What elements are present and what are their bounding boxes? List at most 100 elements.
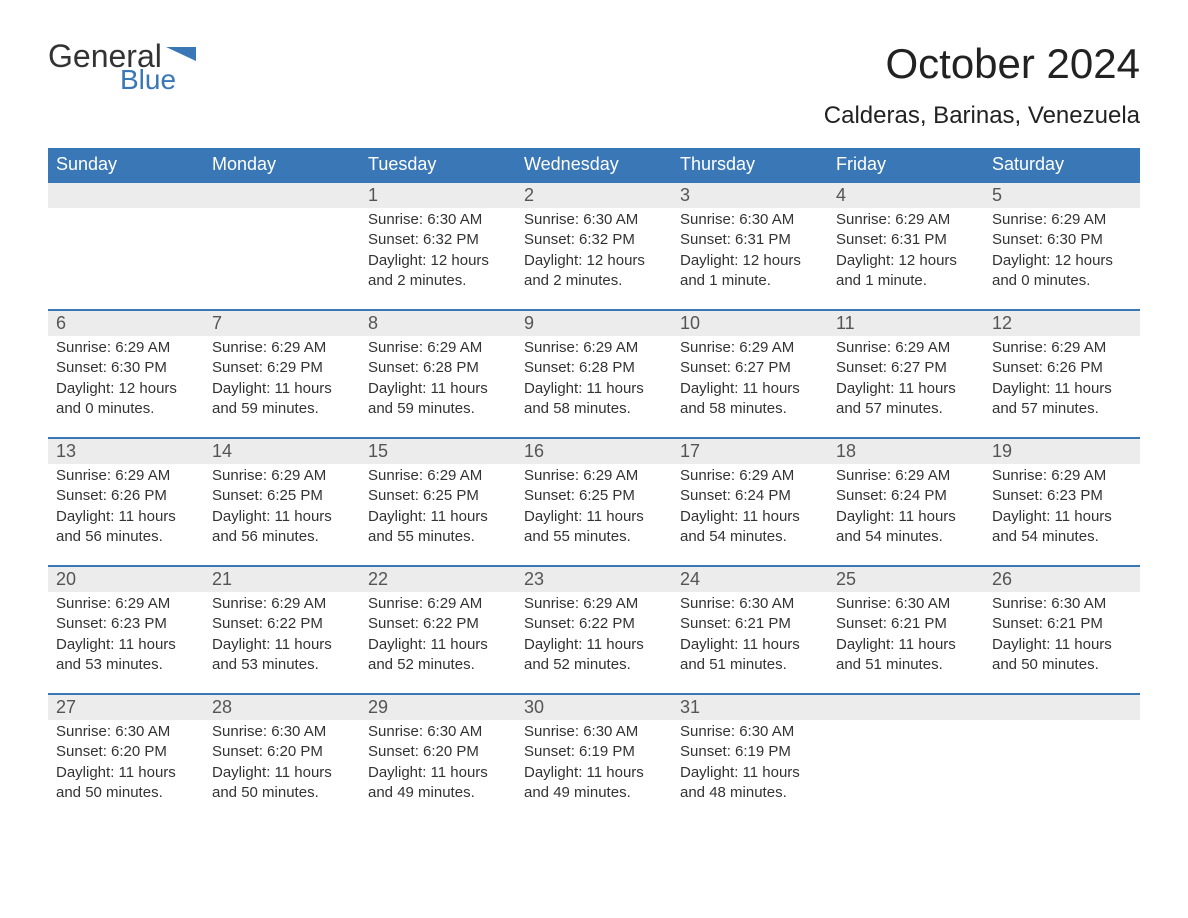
calendar-cell: 27Sunrise: 6:30 AMSunset: 6:20 PMDayligh…: [48, 694, 204, 822]
sunrise-text: Sunrise: 6:30 AM: [212, 722, 352, 742]
sunrise-text: Sunrise: 6:29 AM: [56, 338, 196, 358]
sunrise-text: Sunrise: 6:29 AM: [212, 338, 352, 358]
sunset-text: Sunset: 6:31 PM: [680, 230, 820, 250]
brand-word2: Blue: [120, 66, 196, 94]
day-content: Sunrise: 6:30 AMSunset: 6:32 PMDaylight:…: [516, 208, 672, 299]
day-number: 29: [360, 695, 516, 720]
sunrise-text: Sunrise: 6:30 AM: [56, 722, 196, 742]
calendar-cell: 22Sunrise: 6:29 AMSunset: 6:22 PMDayligh…: [360, 566, 516, 694]
daylight-text: Daylight: 11 hours and 55 minutes.: [368, 507, 508, 548]
day-content: Sunrise: 6:30 AMSunset: 6:20 PMDaylight:…: [360, 720, 516, 811]
sunset-text: Sunset: 6:26 PM: [56, 486, 196, 506]
daylight-text: Daylight: 11 hours and 52 minutes.: [524, 635, 664, 676]
sunset-text: Sunset: 6:20 PM: [56, 742, 196, 762]
calendar-cell: 4Sunrise: 6:29 AMSunset: 6:31 PMDaylight…: [828, 182, 984, 310]
col-monday: Monday: [204, 148, 360, 182]
sunrise-text: Sunrise: 6:29 AM: [524, 466, 664, 486]
daylight-text: Daylight: 11 hours and 57 minutes.: [992, 379, 1132, 420]
day-number: 8: [360, 311, 516, 336]
daylight-text: Daylight: 11 hours and 51 minutes.: [836, 635, 976, 676]
sunrise-text: Sunrise: 6:29 AM: [524, 338, 664, 358]
sunrise-text: Sunrise: 6:29 AM: [836, 466, 976, 486]
calendar-cell: 19Sunrise: 6:29 AMSunset: 6:23 PMDayligh…: [984, 438, 1140, 566]
daylight-text: Daylight: 11 hours and 56 minutes.: [212, 507, 352, 548]
sunrise-text: Sunrise: 6:29 AM: [212, 594, 352, 614]
day-content: Sunrise: 6:29 AMSunset: 6:26 PMDaylight:…: [984, 336, 1140, 427]
day-content: Sunrise: 6:29 AMSunset: 6:25 PMDaylight:…: [204, 464, 360, 555]
daylight-text: Daylight: 11 hours and 59 minutes.: [368, 379, 508, 420]
day-content: Sunrise: 6:30 AMSunset: 6:32 PMDaylight:…: [360, 208, 516, 299]
day-number: 21: [204, 567, 360, 592]
sunrise-text: Sunrise: 6:29 AM: [368, 338, 508, 358]
day-content: Sunrise: 6:29 AMSunset: 6:25 PMDaylight:…: [516, 464, 672, 555]
day-content: Sunrise: 6:29 AMSunset: 6:23 PMDaylight:…: [984, 464, 1140, 555]
sunrise-text: Sunrise: 6:30 AM: [368, 722, 508, 742]
col-sunday: Sunday: [48, 148, 204, 182]
calendar-cell: 5Sunrise: 6:29 AMSunset: 6:30 PMDaylight…: [984, 182, 1140, 310]
daylight-text: Daylight: 11 hours and 57 minutes.: [836, 379, 976, 420]
day-content: Sunrise: 6:30 AMSunset: 6:21 PMDaylight:…: [672, 592, 828, 683]
day-content: Sunrise: 6:29 AMSunset: 6:30 PMDaylight:…: [48, 336, 204, 427]
page-title: October 2024: [885, 40, 1140, 88]
day-content: Sunrise: 6:30 AMSunset: 6:21 PMDaylight:…: [828, 592, 984, 683]
daylight-text: Daylight: 11 hours and 54 minutes.: [992, 507, 1132, 548]
day-number: 19: [984, 439, 1140, 464]
daylight-text: Daylight: 11 hours and 53 minutes.: [56, 635, 196, 676]
calendar-cell: [204, 182, 360, 310]
daylight-text: Daylight: 11 hours and 56 minutes.: [56, 507, 196, 548]
calendar-cell: 18Sunrise: 6:29 AMSunset: 6:24 PMDayligh…: [828, 438, 984, 566]
sunset-text: Sunset: 6:20 PM: [368, 742, 508, 762]
day-number: 11: [828, 311, 984, 336]
day-number: 10: [672, 311, 828, 336]
day-content: [828, 720, 984, 730]
day-number: 15: [360, 439, 516, 464]
day-number: 6: [48, 311, 204, 336]
day-content: Sunrise: 6:29 AMSunset: 6:30 PMDaylight:…: [984, 208, 1140, 299]
sunset-text: Sunset: 6:19 PM: [524, 742, 664, 762]
sunrise-text: Sunrise: 6:30 AM: [680, 210, 820, 230]
daylight-text: Daylight: 12 hours and 2 minutes.: [524, 251, 664, 292]
sunrise-text: Sunrise: 6:29 AM: [56, 466, 196, 486]
day-number: 23: [516, 567, 672, 592]
day-number: 25: [828, 567, 984, 592]
col-saturday: Saturday: [984, 148, 1140, 182]
calendar-table: Sunday Monday Tuesday Wednesday Thursday…: [48, 148, 1140, 822]
calendar-week: 1Sunrise: 6:30 AMSunset: 6:32 PMDaylight…: [48, 182, 1140, 310]
calendar-cell: 17Sunrise: 6:29 AMSunset: 6:24 PMDayligh…: [672, 438, 828, 566]
calendar-week: 6Sunrise: 6:29 AMSunset: 6:30 PMDaylight…: [48, 310, 1140, 438]
daylight-text: Daylight: 12 hours and 0 minutes.: [992, 251, 1132, 292]
day-content: Sunrise: 6:30 AMSunset: 6:19 PMDaylight:…: [516, 720, 672, 811]
calendar-cell: 31Sunrise: 6:30 AMSunset: 6:19 PMDayligh…: [672, 694, 828, 822]
day-number: 5: [984, 183, 1140, 208]
col-wednesday: Wednesday: [516, 148, 672, 182]
day-number: 14: [204, 439, 360, 464]
sunset-text: Sunset: 6:25 PM: [524, 486, 664, 506]
col-friday: Friday: [828, 148, 984, 182]
calendar-cell: 21Sunrise: 6:29 AMSunset: 6:22 PMDayligh…: [204, 566, 360, 694]
day-content: [984, 720, 1140, 730]
day-content: Sunrise: 6:30 AMSunset: 6:20 PMDaylight:…: [204, 720, 360, 811]
sunset-text: Sunset: 6:22 PM: [368, 614, 508, 634]
day-number: [204, 183, 360, 208]
calendar-cell: 8Sunrise: 6:29 AMSunset: 6:28 PMDaylight…: [360, 310, 516, 438]
sunrise-text: Sunrise: 6:30 AM: [680, 594, 820, 614]
sunset-text: Sunset: 6:32 PM: [368, 230, 508, 250]
day-content: Sunrise: 6:29 AMSunset: 6:28 PMDaylight:…: [516, 336, 672, 427]
day-content: Sunrise: 6:29 AMSunset: 6:27 PMDaylight:…: [672, 336, 828, 427]
sunrise-text: Sunrise: 6:30 AM: [524, 210, 664, 230]
sunrise-text: Sunrise: 6:29 AM: [992, 338, 1132, 358]
sunset-text: Sunset: 6:22 PM: [524, 614, 664, 634]
daylight-text: Daylight: 11 hours and 49 minutes.: [368, 763, 508, 804]
day-content: Sunrise: 6:29 AMSunset: 6:22 PMDaylight:…: [516, 592, 672, 683]
sunset-text: Sunset: 6:22 PM: [212, 614, 352, 634]
day-number: 18: [828, 439, 984, 464]
daylight-text: Daylight: 11 hours and 50 minutes.: [212, 763, 352, 804]
daylight-text: Daylight: 12 hours and 2 minutes.: [368, 251, 508, 292]
day-number: 7: [204, 311, 360, 336]
sunset-text: Sunset: 6:23 PM: [56, 614, 196, 634]
page-subtitle: Calderas, Barinas, Venezuela: [48, 102, 1140, 130]
day-content: Sunrise: 6:29 AMSunset: 6:22 PMDaylight:…: [360, 592, 516, 683]
day-number: 28: [204, 695, 360, 720]
daylight-text: Daylight: 12 hours and 1 minute.: [836, 251, 976, 292]
sunset-text: Sunset: 6:29 PM: [212, 358, 352, 378]
